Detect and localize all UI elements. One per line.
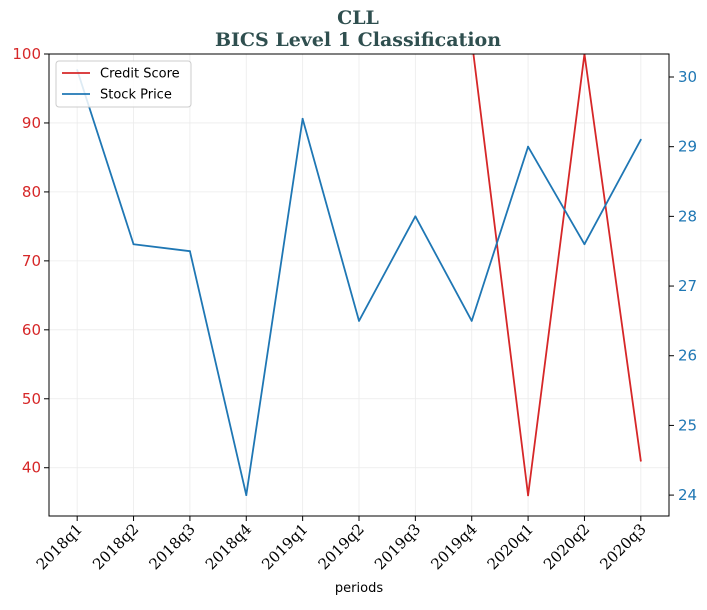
right-tick-label: 29 xyxy=(678,138,697,156)
credit-score-line xyxy=(472,54,642,497)
x-axis-label: periods xyxy=(335,581,383,596)
stock-price-point xyxy=(639,138,642,141)
legend-label-credit-score: Credit Score xyxy=(100,67,180,82)
x-tick-label: 2020q2 xyxy=(540,520,593,573)
chart-subtitle: BICS Level 1 Classification xyxy=(215,29,501,51)
credit-score-point xyxy=(639,459,642,462)
x-tick-label: 2019q3 xyxy=(371,520,424,573)
left-tick-label: 80 xyxy=(22,183,41,201)
right-tick-label: 27 xyxy=(678,277,697,295)
chart-title: CLL xyxy=(337,7,379,29)
stock-price-point xyxy=(470,319,473,322)
left-tick-label: 90 xyxy=(22,114,41,132)
x-tick-label: 2019q1 xyxy=(258,520,311,573)
x-tick-label: 2020q3 xyxy=(596,520,649,573)
stock-price-point xyxy=(583,243,586,246)
left-tick-label: 60 xyxy=(22,321,41,339)
credit-score-point xyxy=(527,494,529,497)
x-tick-label: 2018q3 xyxy=(145,520,198,573)
legend: Credit Score Stock Price xyxy=(55,60,192,108)
x-tick-label: 2020q1 xyxy=(484,520,537,573)
x-tick-label: 2018q1 xyxy=(33,520,86,573)
right-tick-label: 26 xyxy=(678,347,697,365)
stock-price-point xyxy=(245,494,248,496)
stock-price-point xyxy=(301,117,304,120)
left-tick-label: 40 xyxy=(22,459,41,477)
stock-price-point xyxy=(132,243,135,246)
left-tick-label: 100 xyxy=(12,45,41,63)
series-layer xyxy=(76,54,642,497)
left-tick-label: 50 xyxy=(22,390,41,408)
right-tick-label: 24 xyxy=(678,486,697,504)
stock-price-point xyxy=(527,145,529,148)
right-tick-label: 30 xyxy=(678,68,697,86)
right-tick-label: 28 xyxy=(678,207,697,225)
stock-price-point xyxy=(414,215,417,218)
x-tick-label: 2019q4 xyxy=(427,520,480,573)
x-tick-label: 2019q2 xyxy=(315,520,368,573)
right-tick-label: 25 xyxy=(678,416,697,434)
stock-price-point xyxy=(358,319,360,322)
legend-label-stock-price: Stock Price xyxy=(100,88,172,103)
x-tick-label: 2018q4 xyxy=(202,520,255,573)
left-tick-label: 70 xyxy=(22,252,41,270)
x-tick-label: 2018q2 xyxy=(89,520,142,573)
stock-price-point xyxy=(189,250,191,253)
